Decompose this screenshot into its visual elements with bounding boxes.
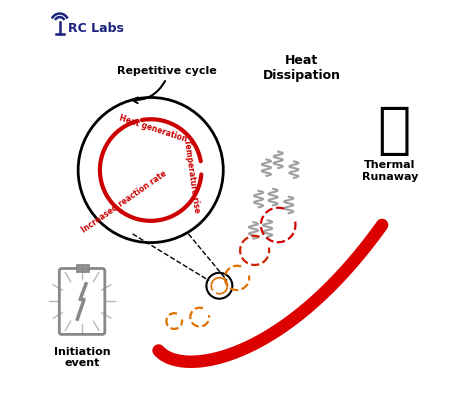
Text: Increased reaction rate: Increased reaction rate [80, 169, 168, 234]
Text: 🔥: 🔥 [377, 104, 410, 158]
Text: Initiation
event: Initiation event [54, 346, 110, 368]
Text: Thermal
Runaway: Thermal Runaway [362, 160, 418, 182]
Text: Heat
Dissipation: Heat Dissipation [263, 54, 341, 82]
Text: Repetitive cycle: Repetitive cycle [117, 66, 216, 76]
Text: Heat generation: Heat generation [118, 113, 188, 144]
Text: RC Labs: RC Labs [68, 22, 124, 34]
Text: Temperature rise: Temperature rise [182, 139, 201, 213]
